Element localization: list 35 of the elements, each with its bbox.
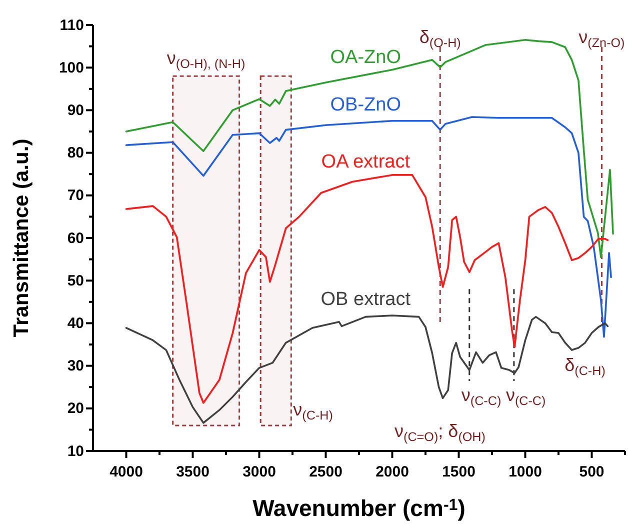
x-tick-label: 500 — [579, 464, 604, 480]
series-label: OB extract — [320, 288, 412, 310]
y-tick-label: 80 — [67, 144, 84, 162]
series-label: OA extract — [321, 151, 411, 172]
y-tick-label: 10 — [67, 442, 84, 460]
x-axis-title: Wavenumber (cm$^{-1}$) — [252, 495, 466, 521]
annotation: δ$_{(C-H)}$ — [564, 355, 606, 378]
ref-line-label: ν$_{(Zn-O)}$ — [578, 27, 625, 50]
y-tick-label: 90 — [67, 102, 84, 119]
series-label: OA-ZnO — [330, 46, 402, 68]
y-tick-label: 30 — [67, 358, 84, 375]
ref-line-label: ν$_{(C-C)}$ — [461, 385, 502, 408]
y-tick-label: 40 — [67, 315, 84, 332]
y-tick-label: 70 — [67, 187, 84, 204]
x-tick-label: 4000 — [110, 464, 143, 480]
x-tick-label: 1500 — [442, 464, 476, 480]
ref-line-label: δ$_{(O-H)}$ — [419, 27, 461, 50]
x-tick-label: 3500 — [176, 464, 210, 480]
y-tick-label: 50 — [67, 272, 84, 290]
x-tick-label: 2500 — [309, 464, 342, 480]
y-axis-title: Transmittance (a.u.) — [10, 138, 33, 338]
line-series — [125, 116, 612, 338]
series-label: OB-ZnO — [330, 94, 402, 116]
x-tick-label: 3000 — [242, 464, 276, 480]
ref-line-label: ν$_{(C-C)}$ — [506, 385, 546, 408]
x-tick-label: 1000 — [508, 464, 542, 480]
y-tick-label: 60 — [67, 230, 84, 247]
y-tick-label: 20 — [67, 400, 84, 418]
band-label: ν$_{(O-H), (N-H)}$ — [166, 48, 246, 72]
x-tick-label: 2000 — [376, 464, 409, 480]
y-tick-label: 110 — [60, 16, 84, 34]
band-label: ν$_{(C-H)}$ — [293, 399, 333, 422]
line-series — [125, 314, 609, 424]
y-tick-label: 100 — [58, 59, 84, 76]
annotation: ν$_{(C=O)}$; δ$_{(OH)}$ — [394, 421, 486, 444]
